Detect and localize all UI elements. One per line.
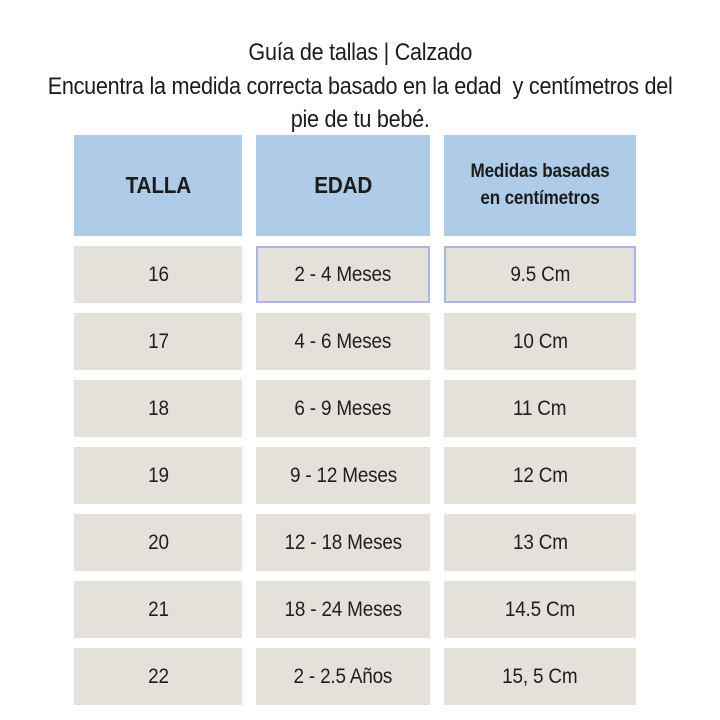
page-subtitle-line: Encuentra la medida correcta basado en l… bbox=[47, 73, 673, 100]
table-cell-talla: 21 bbox=[74, 581, 242, 638]
column-header-medidas: Medidas basadas en centímetros bbox=[444, 135, 636, 236]
page-subtitle-line: pie de tu bebé. bbox=[290, 106, 430, 133]
table-cell-talla: 20 bbox=[74, 514, 242, 571]
column-header-talla: TALLA bbox=[74, 135, 242, 236]
table-cell-medida: 10 Cm bbox=[444, 313, 636, 370]
page-subtitle: Encuentra la medida correcta basado en l… bbox=[0, 70, 720, 136]
table-cell-edad: 9 - 12 Meses bbox=[256, 447, 430, 504]
table-cell-talla: 19 bbox=[74, 447, 242, 504]
table-cell-medida: 13 Cm bbox=[444, 514, 636, 571]
table-cell-talla: 16 bbox=[74, 246, 242, 303]
title-block: Guía de tallas | Calzado Encuentra la me… bbox=[0, 36, 720, 136]
table-cell-medida: 11 Cm bbox=[444, 380, 636, 437]
table-cell-edad: 4 - 6 Meses bbox=[256, 313, 430, 370]
table-cell-medida: 14.5 Cm bbox=[444, 581, 636, 638]
table-cell-edad-selected: 2 - 4 Meses bbox=[256, 246, 430, 303]
table-cell-edad: 18 - 24 Meses bbox=[256, 581, 430, 638]
table-cell-edad: 12 - 18 Meses bbox=[256, 514, 430, 571]
table-cell-edad: 2 - 2.5 Años bbox=[256, 648, 430, 705]
page-title: Guía de tallas | Calzado bbox=[248, 39, 472, 66]
table-cell-medida-selected: 9.5 Cm bbox=[444, 246, 636, 303]
table-cell-medida: 12 Cm bbox=[444, 447, 636, 504]
table-cell-medida: 15, 5 Cm bbox=[444, 648, 636, 705]
table-cell-edad: 6 - 9 Meses bbox=[256, 380, 430, 437]
size-guide-table: TALLA EDAD Medidas basadas en centímetro… bbox=[74, 135, 636, 705]
table-cell-talla: 18 bbox=[74, 380, 242, 437]
column-header-edad: EDAD bbox=[256, 135, 430, 236]
table-cell-talla: 22 bbox=[74, 648, 242, 705]
table-cell-talla: 17 bbox=[74, 313, 242, 370]
